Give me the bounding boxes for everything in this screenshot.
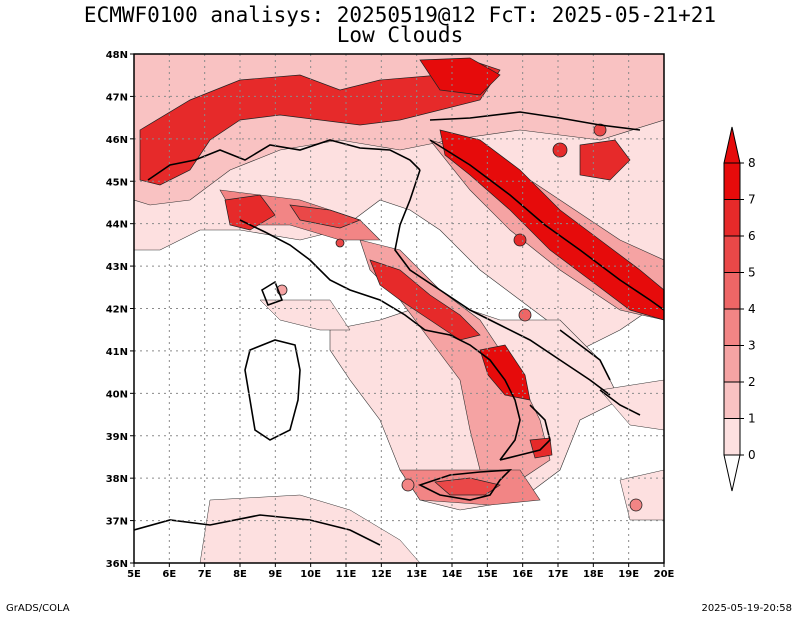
coastlines — [134, 111, 664, 546]
colorbar-segment — [723, 162, 741, 200]
lon-tick-label: 14E — [442, 569, 463, 580]
colorbar-under-arrow — [723, 454, 741, 492]
lon-tick-label: 17E — [548, 569, 569, 580]
lon-tick-label: 13E — [406, 569, 427, 580]
lat-tick-label: 41N — [106, 347, 128, 358]
lon-tick-label: 11E — [336, 569, 357, 580]
colorbar-tick-label: 8 — [748, 156, 756, 170]
colorbar-segment — [723, 235, 741, 273]
lon-tick-label: 5E — [127, 569, 141, 580]
lat-tick-label: 40N — [106, 389, 128, 400]
lon-tick-label: 8E — [233, 569, 247, 580]
lat-tick-label: 42N — [106, 305, 128, 316]
colorbar-tick-label: 1 — [748, 412, 756, 426]
colorbar-tick-label: 5 — [748, 266, 756, 280]
longitude-labels: 5E 6E 7E 8E 9E 10E 11E 12E 13E 14E 15E 16E 17E 18E 19E… — [127, 563, 675, 580]
lon-tick-label: 16E — [512, 569, 533, 580]
colorbar: 0 1 2 3 4 5 6 7 8 — [723, 126, 756, 492]
map-title: ECMWF0100 analisys: 20250519@12 FcT: 202… — [83, 3, 717, 27]
colorbar-segment — [723, 345, 741, 383]
lon-tick-label: 10E — [300, 569, 321, 580]
lat-tick-label: 45N — [106, 177, 128, 188]
colorbar-over-arrow — [723, 126, 741, 164]
colorbar-tick-label: 7 — [748, 193, 756, 207]
map-subtitle: Low Clouds — [336, 23, 464, 47]
colorbar-segment — [723, 418, 741, 456]
lat-tick-label: 43N — [106, 262, 128, 273]
lat-tick-label: 47N — [106, 92, 128, 103]
colorbar-tick-label: 3 — [748, 339, 756, 353]
lat-tick-label: 46N — [106, 135, 128, 146]
map-gridlines — [134, 54, 664, 563]
footer-timestamp: 2025-05-19-20:58 — [701, 603, 792, 614]
lon-tick-label: 6E — [162, 569, 176, 580]
colorbar-tick-label: 0 — [748, 448, 756, 462]
footer-credit: GrADS/COLA — [6, 603, 70, 614]
lon-tick-label: 20E — [654, 569, 675, 580]
colorbar-segment — [723, 308, 741, 346]
colorbar-segment — [723, 199, 741, 237]
colorbar-tick-label: 6 — [748, 229, 756, 243]
colorbar-tick-label: 4 — [748, 302, 756, 316]
lat-tick-label: 44N — [106, 220, 128, 231]
lat-tick-label: 38N — [106, 474, 128, 485]
latitude-labels: 48N 47N 46N 45N 44N 43N 42N 41N 40N 39N 38N 37N 36N — [106, 50, 134, 570]
cloud-fields — [134, 54, 664, 563]
lon-tick-label: 15E — [477, 569, 498, 580]
lon-tick-label: 19E — [618, 569, 639, 580]
colorbar-segment — [723, 381, 741, 419]
lon-tick-label: 18E — [583, 569, 604, 580]
lat-tick-label: 37N — [106, 517, 128, 528]
lon-tick-label: 9E — [268, 569, 282, 580]
lon-tick-label: 12E — [371, 569, 392, 580]
lat-tick-label: 48N — [106, 50, 128, 61]
lat-tick-label: 39N — [106, 432, 128, 443]
lat-tick-label: 36N — [106, 559, 128, 570]
colorbar-segment — [723, 272, 741, 310]
lon-tick-label: 7E — [198, 569, 212, 580]
colorbar-tick-label: 2 — [748, 375, 756, 389]
